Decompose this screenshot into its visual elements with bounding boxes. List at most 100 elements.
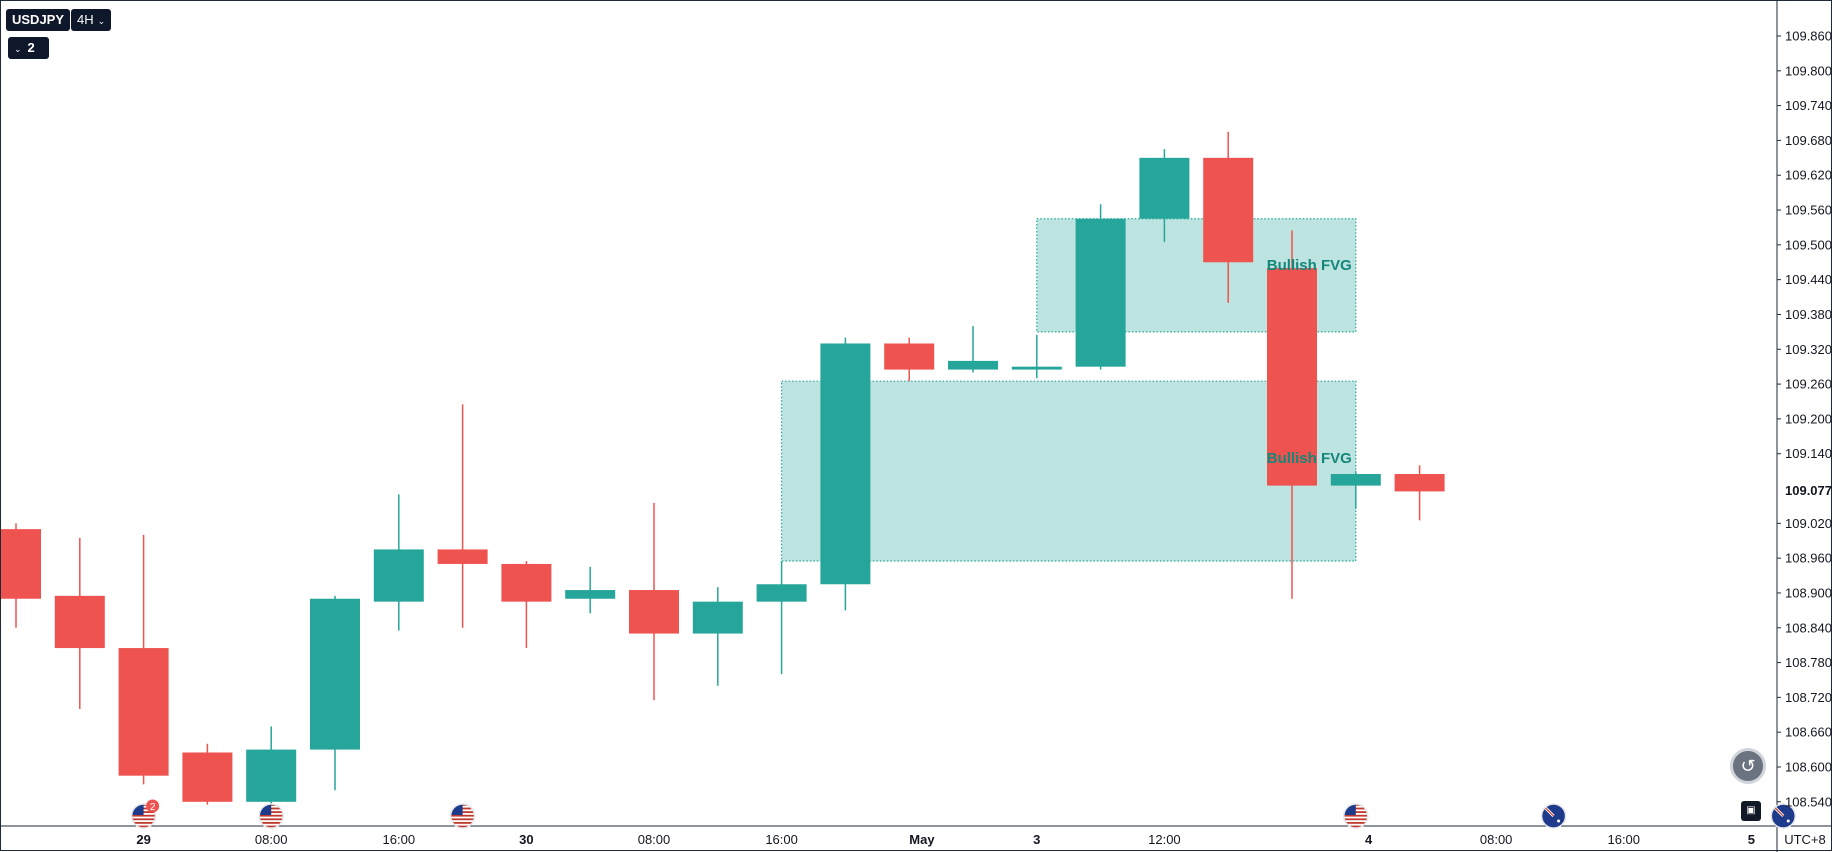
interval-dropdown[interactable]: 4H ⌄ <box>71 9 112 31</box>
candle[interactable] <box>565 566 616 614</box>
reset-chart-button[interactable]: ↺ <box>1730 748 1766 784</box>
time-tick-label: 16:00 <box>1607 832 1640 847</box>
candle[interactable] <box>756 561 807 675</box>
us-flag-icon[interactable] <box>258 803 284 829</box>
candle[interactable] <box>948 326 998 373</box>
price-tick-label: 109.020 <box>1785 516 1832 531</box>
time-tick-label: 12:00 <box>1148 832 1181 847</box>
interval-label: 4H <box>77 12 94 27</box>
price-tick-label: 109.380 <box>1785 307 1832 322</box>
auto-scale-button[interactable]: ▣ <box>1741 801 1761 821</box>
price-tick-label: 108.720 <box>1785 690 1832 705</box>
candle[interactable] <box>54 537 105 709</box>
chevron-down-icon: ⌄ <box>97 16 106 26</box>
us-flag-icon[interactable]: 2 <box>130 799 160 829</box>
event-count-badge <box>146 799 160 813</box>
price-tick-label: 109.740 <box>1785 98 1832 113</box>
candle[interactable] <box>692 587 743 686</box>
au-flag-icon[interactable] <box>1540 803 1567 829</box>
auto-scale-icon: ▣ <box>1746 805 1756 816</box>
time-axis: 002908:0016:003008:0016:00May312:00408:0… <box>136 832 1826 847</box>
candle-body <box>1 529 41 599</box>
candle[interactable] <box>501 561 552 649</box>
candle-body <box>629 590 679 634</box>
candle-body <box>1394 474 1445 492</box>
time-tick-label: 16:00 <box>383 832 416 847</box>
price-tick-label: 108.540 <box>1785 794 1832 809</box>
fvg-zone[interactable] <box>780 380 1357 562</box>
candle[interactable] <box>1330 471 1381 509</box>
candle-body <box>565 590 616 599</box>
candle[interactable] <box>1139 149 1190 242</box>
time-tick-label: 4 <box>1365 832 1373 847</box>
refresh-icon: ↺ <box>1740 756 1756 776</box>
candle[interactable] <box>373 494 424 631</box>
candle[interactable] <box>1203 131 1254 303</box>
candle-body <box>820 343 871 585</box>
price-tick-label: 109.800 <box>1785 63 1832 78</box>
candle[interactable] <box>1011 334 1062 379</box>
candle[interactable] <box>820 337 871 611</box>
candle[interactable] <box>310 595 360 791</box>
candle-body <box>1203 157 1254 263</box>
candle-body <box>948 360 998 370</box>
fvg-labels: Bullish FVG Bullish FVG <box>1267 257 1352 467</box>
last-price-box <box>1779 480 1831 501</box>
price-tick-label: 108.900 <box>1785 585 1832 600</box>
time-tick-label: 5 <box>1748 832 1755 847</box>
last-price-label: 109.077 <box>1785 483 1832 498</box>
price-axis: 109.860 109.800 109.740 109.680 109.620 109.5… <box>1777 29 1832 809</box>
candle-body <box>54 595 105 649</box>
time-tick-label: 08:00 <box>255 832 288 847</box>
price-tick-label: 109.680 <box>1785 133 1832 148</box>
chevron-down-icon: ⌄ <box>14 44 22 54</box>
price-tick-label: 109.200 <box>1785 411 1832 426</box>
candle-body <box>1011 366 1062 370</box>
price-tick-label: 109.500 <box>1785 237 1832 252</box>
time-tick-label: 29 <box>136 832 150 847</box>
candle-body <box>756 584 807 602</box>
candles <box>1 131 1445 808</box>
candle-body <box>310 598 360 750</box>
time-tick-label: 16:00 <box>765 832 798 847</box>
candle[interactable] <box>1075 204 1126 370</box>
indicator-count: 2 <box>27 40 35 55</box>
time-tick-label: May <box>909 832 935 847</box>
candle-body <box>1267 268 1317 486</box>
indicator-toggle[interactable]: ⌄ 2 <box>8 37 49 59</box>
timezone-label[interactable]: UTC+8 <box>1784 832 1826 847</box>
event-count: 2 <box>150 802 156 813</box>
candle[interactable] <box>1 523 41 628</box>
price-tick-label: 109.140 <box>1785 446 1832 461</box>
time-tick-label: 30 <box>519 832 533 847</box>
candle-body <box>373 549 424 602</box>
candle-body <box>884 343 935 370</box>
time-tick-label: 08:00 <box>1480 832 1513 847</box>
candle-body <box>246 749 297 802</box>
candle-body <box>692 601 743 634</box>
candle[interactable] <box>182 743 233 805</box>
candle[interactable] <box>629 503 679 701</box>
price-tick-label: 109.860 <box>1785 29 1832 44</box>
candle[interactable] <box>1267 230 1317 599</box>
candle-body <box>501 563 552 602</box>
candle[interactable] <box>884 337 935 382</box>
time-tick-label: 3 <box>1033 832 1040 847</box>
candle-body <box>1330 474 1381 486</box>
symbol-badge[interactable]: USDJPY <box>6 9 71 31</box>
price-tick-label: 109.260 <box>1785 377 1832 392</box>
candle[interactable] <box>246 726 297 808</box>
event-flags: 2 <box>130 799 1797 829</box>
price-tick-label: 108.960 <box>1785 551 1832 566</box>
candle[interactable] <box>437 404 488 628</box>
us-flag-icon[interactable] <box>449 803 476 829</box>
candle-body <box>1139 157 1190 219</box>
fvg-label: Bullish FVG <box>1267 450 1352 467</box>
candle[interactable] <box>1394 465 1445 521</box>
us-flag-icon[interactable] <box>1343 803 1369 829</box>
candle-body <box>1075 218 1126 367</box>
candle[interactable] <box>118 534 169 785</box>
